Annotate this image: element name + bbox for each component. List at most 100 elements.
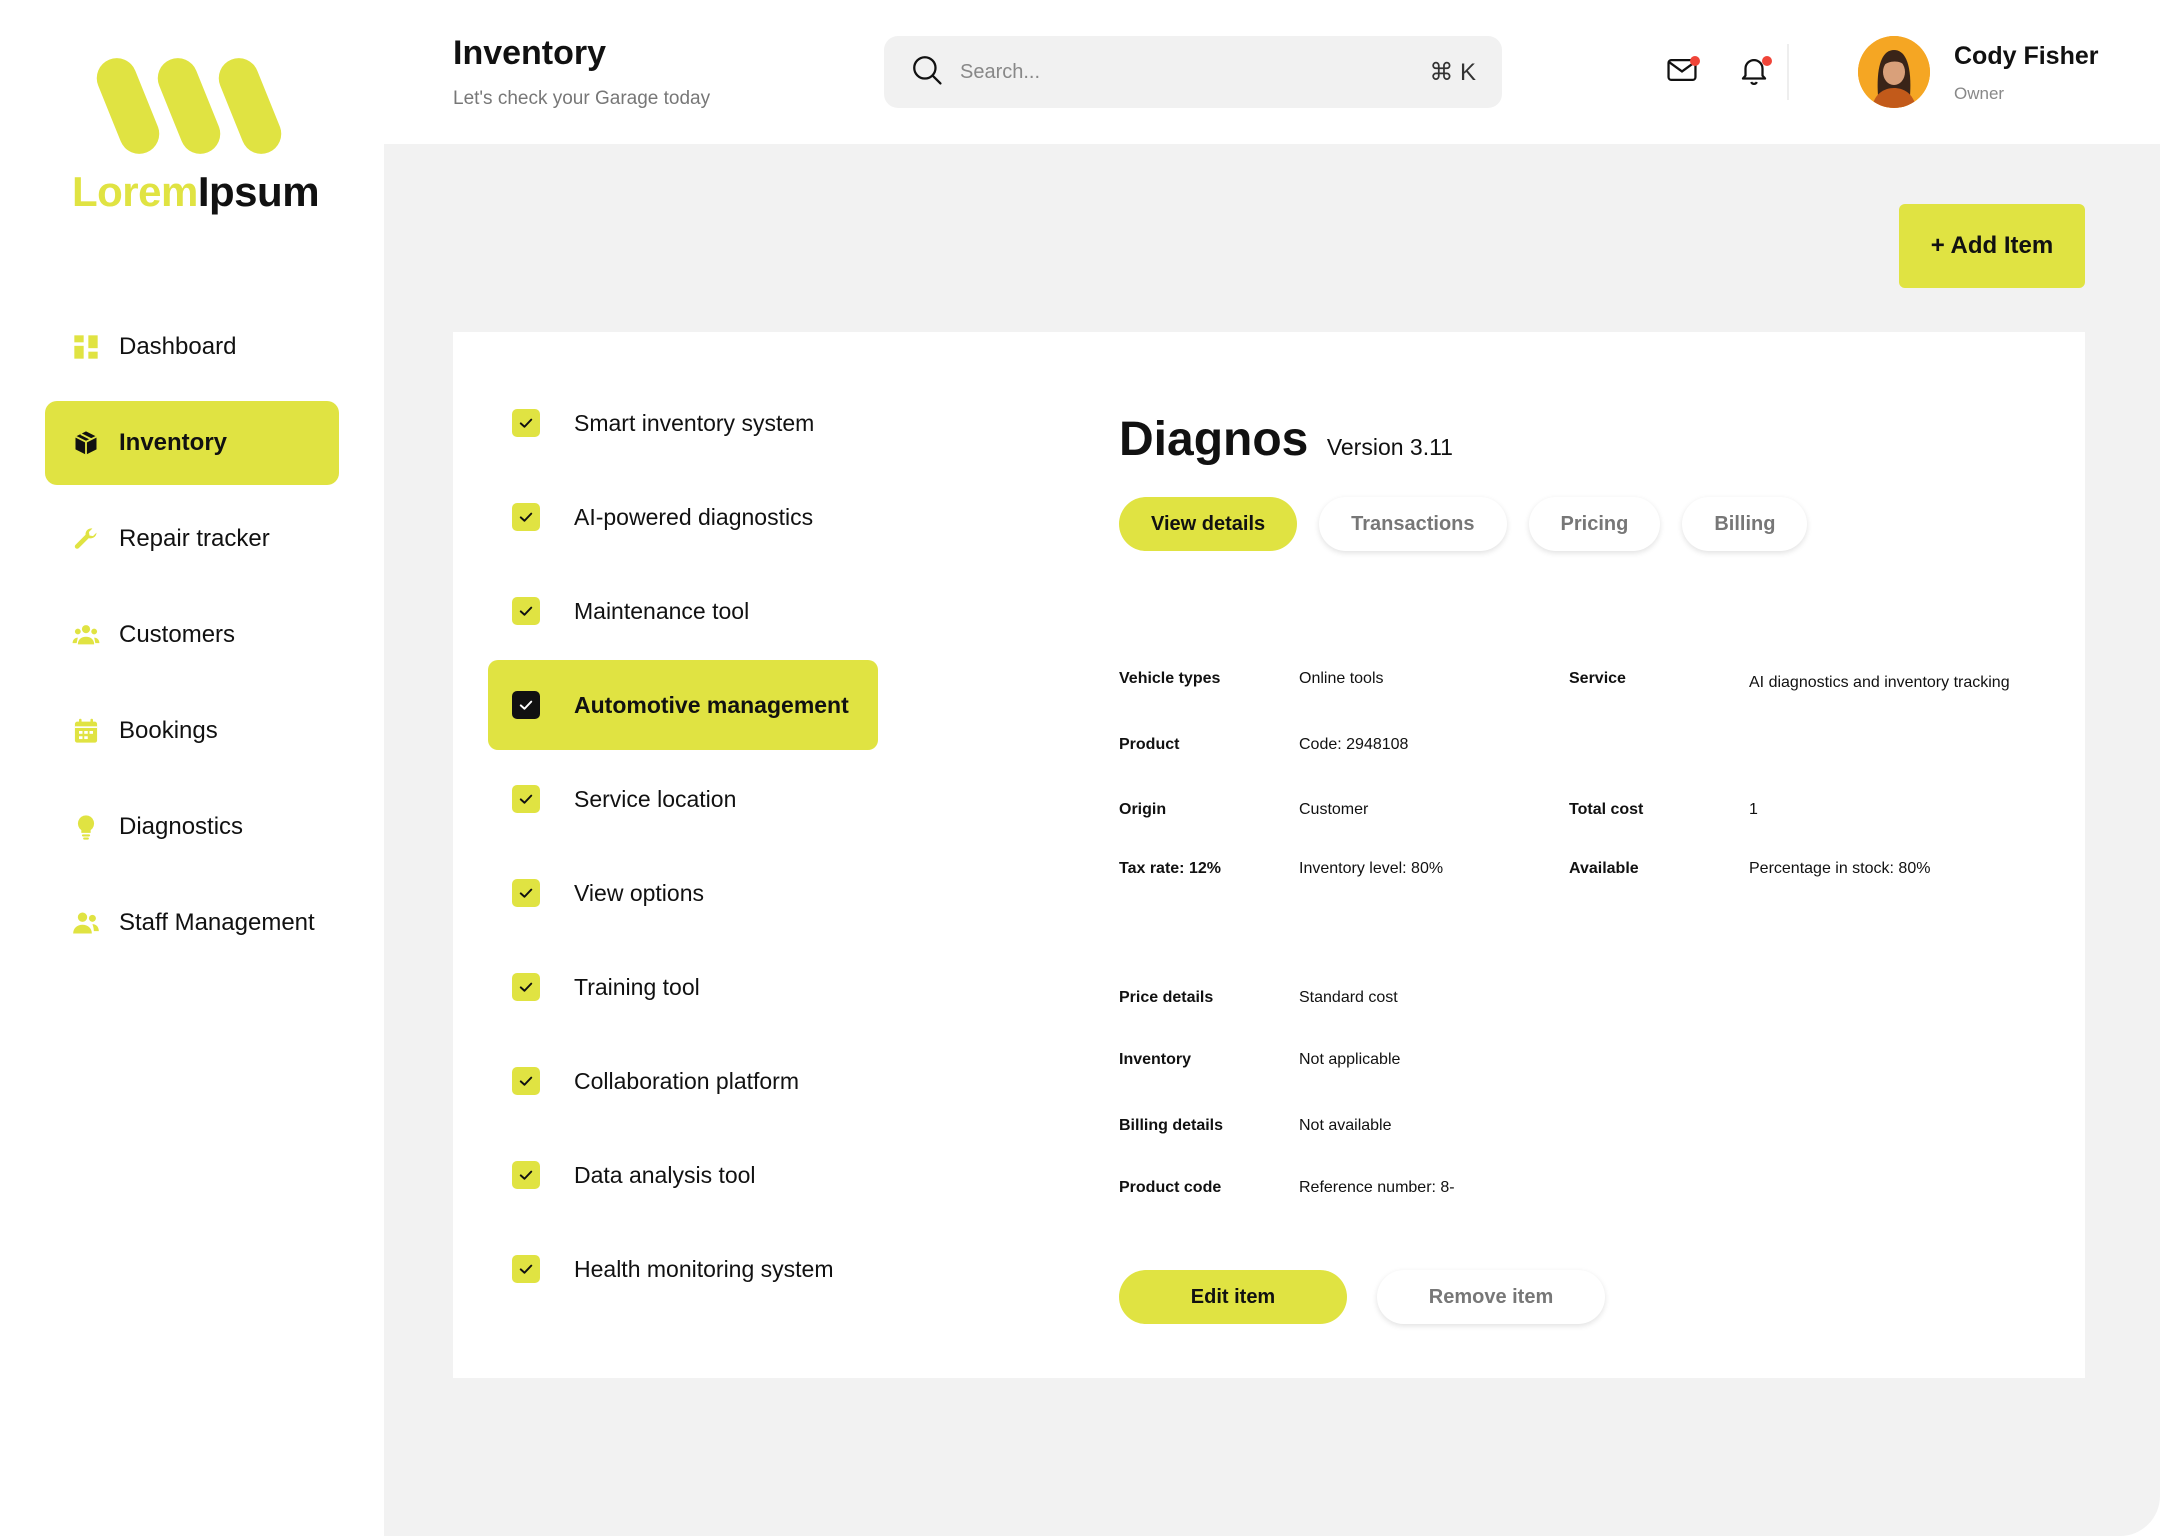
checkbox-checked-icon[interactable]: [512, 785, 540, 813]
tab-transactions[interactable]: Transactions: [1319, 497, 1507, 551]
checklist-item-label: Training tool: [574, 973, 700, 1000]
users-icon: [71, 620, 101, 650]
sidebar-item-repair-tracker[interactable]: Repair tracker: [45, 497, 339, 581]
main-content: + Add Item Smart inventory system AI-pow…: [384, 144, 2160, 1536]
field-value-service: AI diagnostics and inventory tracking: [1749, 674, 2010, 691]
avatar-portrait-icon: [1858, 36, 1930, 108]
checklist-item-label: Automotive management: [574, 691, 849, 718]
checklist-item-label: Health monitoring system: [574, 1255, 834, 1282]
tab-billing[interactable]: Billing: [1682, 497, 1808, 551]
checkbox-checked-icon[interactable]: [512, 1255, 540, 1283]
checkbox-checked-icon[interactable]: [512, 973, 540, 1001]
sidebar-item-label: Customers: [119, 621, 236, 648]
checklist-item-selected[interactable]: Automotive management: [488, 660, 878, 750]
field-label-price-details: Price details: [1119, 989, 1214, 1006]
checklist-item[interactable]: Health monitoring system: [488, 1224, 878, 1314]
sidebar-item-label: Diagnostics: [119, 813, 244, 840]
sidebar-item-label: Repair tracker: [119, 525, 270, 552]
product-title: Diagnos: [1119, 413, 1309, 466]
checklist-item[interactable]: Maintenance tool: [488, 566, 878, 656]
mail-notification-dot: [1690, 56, 1700, 66]
edit-item-button[interactable]: Edit item: [1119, 1270, 1347, 1324]
checklist-item-label: Data analysis tool: [574, 1161, 756, 1188]
field-label-origin: Origin: [1119, 801, 1167, 818]
tab-pricing[interactable]: Pricing: [1528, 497, 1661, 551]
field-label-available: Available: [1569, 860, 1639, 877]
field-value-product: Code: 2948108: [1299, 736, 1409, 753]
checklist-item[interactable]: Service location: [488, 754, 878, 844]
checklist-item-label: View options: [574, 879, 704, 906]
brand-logo[interactable]: LoremIpsum: [72, 56, 320, 226]
sidebar-item-label: Staff Management: [119, 909, 315, 936]
checkbox-checked-icon[interactable]: [512, 879, 540, 907]
lightbulb-icon: [71, 812, 101, 842]
page-title: Inventory: [453, 34, 607, 72]
field-value-product-code: Reference number: 8-: [1299, 1179, 1455, 1196]
sidebar-item-diagnostics[interactable]: Diagnostics: [45, 785, 339, 869]
checklist-item-label: Collaboration platform: [574, 1067, 800, 1094]
sidebar-item-label: Dashboard: [119, 333, 237, 360]
sidebar: LoremIpsum Dashboard Inventory Repair tr…: [0, 0, 384, 1536]
search-shortcut: ⌘ K: [1429, 58, 1476, 86]
field-label-inventory: Inventory: [1119, 1051, 1192, 1068]
detail-tabs: View details Transactions Pricing Billin…: [1119, 497, 2059, 551]
checkbox-checked-icon[interactable]: [512, 503, 540, 531]
notifications-button[interactable]: [1734, 52, 1774, 92]
checklist-item-label: Smart inventory system: [574, 409, 815, 436]
add-item-button[interactable]: + Add Item: [1899, 204, 2085, 288]
remove-item-button[interactable]: Remove item: [1377, 1270, 1605, 1324]
checkbox-checked-icon[interactable]: [512, 409, 540, 437]
search-icon: [910, 53, 944, 92]
field-value-total-cost: 1: [1749, 801, 1758, 818]
search-bar[interactable]: ⌘ K: [884, 36, 1502, 108]
checkbox-checked-icon[interactable]: [512, 597, 540, 625]
field-label-billing-details: Billing details: [1119, 1117, 1224, 1134]
brand-name-part2: Ipsum: [197, 168, 320, 215]
checklist-item-label: Maintenance tool: [574, 597, 750, 624]
sidebar-nav: Dashboard Inventory Repair tracker Custo…: [45, 305, 339, 977]
field-value-inventory-level: Inventory level: 80%: [1299, 860, 1444, 877]
bell-notification-dot: [1762, 56, 1772, 66]
page-subtitle: Let's check your Garage today: [453, 88, 711, 109]
sidebar-item-label: Bookings: [119, 717, 218, 744]
sidebar-item-staff-management[interactable]: Staff Management: [45, 881, 339, 965]
field-value-price-details: Standard cost: [1299, 989, 1398, 1006]
sidebar-item-dashboard[interactable]: Dashboard: [45, 305, 339, 389]
brand-name: LoremIpsum: [72, 168, 320, 216]
checklist-item[interactable]: AI-powered diagnostics: [488, 472, 878, 562]
search-input[interactable]: [960, 60, 1430, 84]
bell-icon: [1737, 53, 1771, 92]
avatar[interactable]: [1858, 36, 1930, 108]
checklist-item[interactable]: Data analysis tool: [488, 1130, 878, 1220]
field-value-origin: Customer: [1299, 801, 1369, 818]
field-label-vehicle-types: Vehicle types: [1119, 670, 1221, 687]
checklist-item[interactable]: View options: [488, 848, 878, 938]
user-name: Cody Fisher: [1954, 42, 2099, 70]
inventory-card: Smart inventory system AI-powered diagno…: [453, 332, 2085, 1378]
brand-name-part1: Lorem: [72, 168, 198, 215]
sidebar-item-inventory[interactable]: Inventory: [45, 401, 339, 485]
field-value-vehicle-types: Online tools: [1299, 670, 1384, 687]
topbar: Inventory Let's check your Garage today …: [384, 0, 2160, 144]
field-value-inventory: Not applicable: [1299, 1051, 1401, 1068]
checkbox-checked-icon[interactable]: [512, 1067, 540, 1095]
sidebar-item-bookings[interactable]: Bookings: [45, 689, 339, 773]
checklist-item[interactable]: Training tool: [488, 942, 878, 1032]
field-value-available: Percentage in stock: 80%: [1749, 860, 1931, 877]
tab-view-details[interactable]: View details: [1119, 497, 1298, 551]
staff-icon: [71, 908, 101, 938]
field-label-total-cost: Total cost: [1569, 801, 1644, 818]
logo-mark-icon: [96, 58, 282, 154]
sidebar-item-customers[interactable]: Customers: [45, 593, 339, 677]
checklist-item-label: AI-powered diagnostics: [574, 503, 814, 530]
checkbox-checked-icon[interactable]: [512, 691, 540, 719]
checklist-item[interactable]: Collaboration platform: [488, 1036, 878, 1126]
calendar-icon: [71, 716, 101, 746]
field-value-billing-details: Not available: [1299, 1117, 1392, 1134]
grid-icon: [71, 332, 101, 362]
box-icon: [71, 428, 101, 458]
mail-button[interactable]: [1662, 52, 1702, 92]
checklist-item[interactable]: Smart inventory system: [488, 378, 878, 468]
checklist-item-label: Service location: [574, 785, 737, 812]
checkbox-checked-icon[interactable]: [512, 1161, 540, 1189]
